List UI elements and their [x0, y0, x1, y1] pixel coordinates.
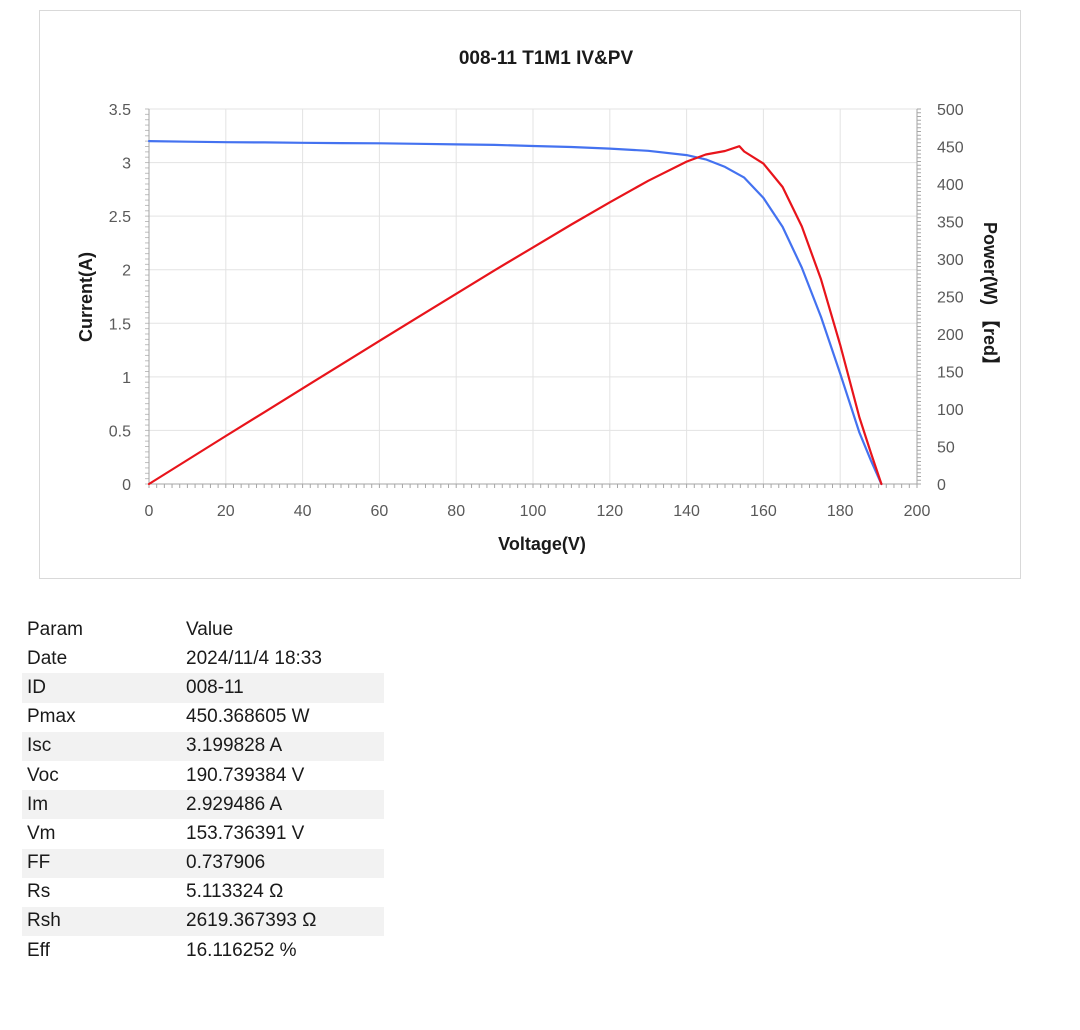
x-tick-label: 140: [673, 503, 700, 520]
x-tick-label: 0: [145, 503, 154, 520]
table-row: FF 0.737906: [22, 848, 384, 878]
x-tick-label: 100: [520, 503, 547, 520]
param-name: Vm: [27, 822, 56, 844]
x-tick-label: 40: [294, 503, 312, 520]
y2-tick-label: 150: [937, 365, 964, 382]
param-value: 3.199828 A: [181, 731, 384, 761]
param-name: Rsh: [22, 906, 181, 937]
param-value: 16.116252 %: [186, 939, 297, 961]
y-tick-labels: 0 0.5 1 1.5 2 2.5 3 3.5: [109, 102, 131, 494]
y2-tick-labels: 0 50 100 150 200 250 300 350 400 450 500: [937, 102, 964, 494]
table-row: Date 2024/11/4 18:33: [22, 644, 384, 673]
param-value: 008-11: [181, 673, 384, 703]
param-value: 190.739384 V: [186, 764, 305, 786]
params-table: Param Value Date 2024/11/4 18:33 ID 008-…: [22, 615, 384, 965]
y-tick-label: 1.5: [109, 316, 131, 333]
y2-tick-label: 400: [937, 177, 964, 194]
chart-title: 008-11 T1M1 IV&PV: [459, 48, 634, 69]
y-tick-label: 0.5: [109, 423, 131, 440]
y2-tick-label: 200: [937, 327, 964, 344]
table-row: Voc 190.739384 V: [22, 761, 384, 790]
table-row: Rs 5.113324 Ω: [22, 878, 384, 907]
y2-axis-label: Power(W) 【red】: [980, 222, 1000, 374]
y2-tick-label: 450: [937, 140, 964, 157]
value-column-header: Value: [186, 618, 234, 640]
param-value: 153.736391 V: [186, 822, 305, 844]
params-header-row: Param Value: [22, 615, 384, 644]
x-tick-label: 60: [371, 503, 389, 520]
table-row: Im 2.929486 A: [22, 790, 384, 820]
param-name: Voc: [27, 764, 59, 786]
table-row: Pmax 450.368605 W: [22, 703, 384, 732]
param-value: 2024/11/4 18:33: [186, 647, 322, 669]
param-value: 0.737906: [181, 848, 384, 878]
y-tick-label: 3: [122, 156, 131, 173]
param-name: ID: [22, 673, 181, 703]
y2-tick-label: 500: [937, 102, 964, 119]
y2-tick-label: 300: [937, 252, 964, 269]
grid-lines: [149, 108, 917, 484]
y-tick-label: 1: [122, 370, 131, 387]
param-name: Isc: [22, 731, 181, 761]
y2-tick-label: 250: [937, 290, 964, 307]
table-row: Eff 16.116252 %: [22, 936, 384, 965]
table-row: Vm 153.736391 V: [22, 819, 384, 848]
x-axis-label: Voltage(V): [498, 534, 586, 554]
table-row: ID 008-11: [22, 673, 384, 703]
minor-ticks: [145, 108, 921, 488]
param-name: Date: [27, 647, 68, 669]
x-tick-label: 20: [217, 503, 235, 520]
power-curve: [147, 145, 883, 486]
param-name: Rs: [27, 881, 51, 903]
x-tick-label: 200: [904, 503, 931, 520]
param-value: 450.368605 W: [186, 706, 310, 728]
y-tick-label: 2.5: [109, 209, 131, 226]
current-curve: [147, 140, 883, 486]
y-tick-label: 3.5: [109, 102, 131, 119]
y-axis-label: Current(A): [76, 252, 96, 342]
param-name: Im: [22, 790, 181, 820]
chart-panel: 0 20 40 60 80 100 120 140 160 180 200 0 0.5 1 1.5 2 2.5…: [39, 10, 1021, 579]
param-value: 2.929486 A: [181, 790, 384, 820]
table-row: Rsh 2619.367393 Ω: [22, 906, 384, 937]
series-lines: [147, 140, 883, 486]
x-tick-labels: 0 20 40 60 80 100 120 140 160 180 200: [145, 503, 931, 520]
x-tick-label: 80: [447, 503, 465, 520]
y2-tick-label: 100: [937, 402, 964, 419]
y2-tick-label: 50: [937, 440, 955, 457]
param-name: Pmax: [27, 706, 76, 728]
x-tick-label: 120: [596, 503, 623, 520]
y2-tick-label: 0: [937, 477, 946, 494]
param-name: FF: [22, 848, 181, 878]
param-column-header: Param: [27, 618, 83, 640]
y2-tick-label: 350: [937, 215, 964, 232]
param-value: 5.113324 Ω: [186, 881, 284, 903]
table-row: Isc 3.199828 A: [22, 731, 384, 761]
y-tick-label: 0: [122, 477, 131, 494]
iv-pv-chart: 0 20 40 60 80 100 120 140 160 180 200 0 0.5 1 1.5 2 2.5…: [76, 48, 1000, 554]
x-tick-label: 160: [750, 503, 777, 520]
y-tick-label: 2: [122, 263, 131, 280]
param-value: 2619.367393 Ω: [181, 906, 384, 937]
x-tick-label: 180: [827, 503, 854, 520]
axes: [148, 109, 918, 485]
param-name: Eff: [27, 939, 50, 961]
